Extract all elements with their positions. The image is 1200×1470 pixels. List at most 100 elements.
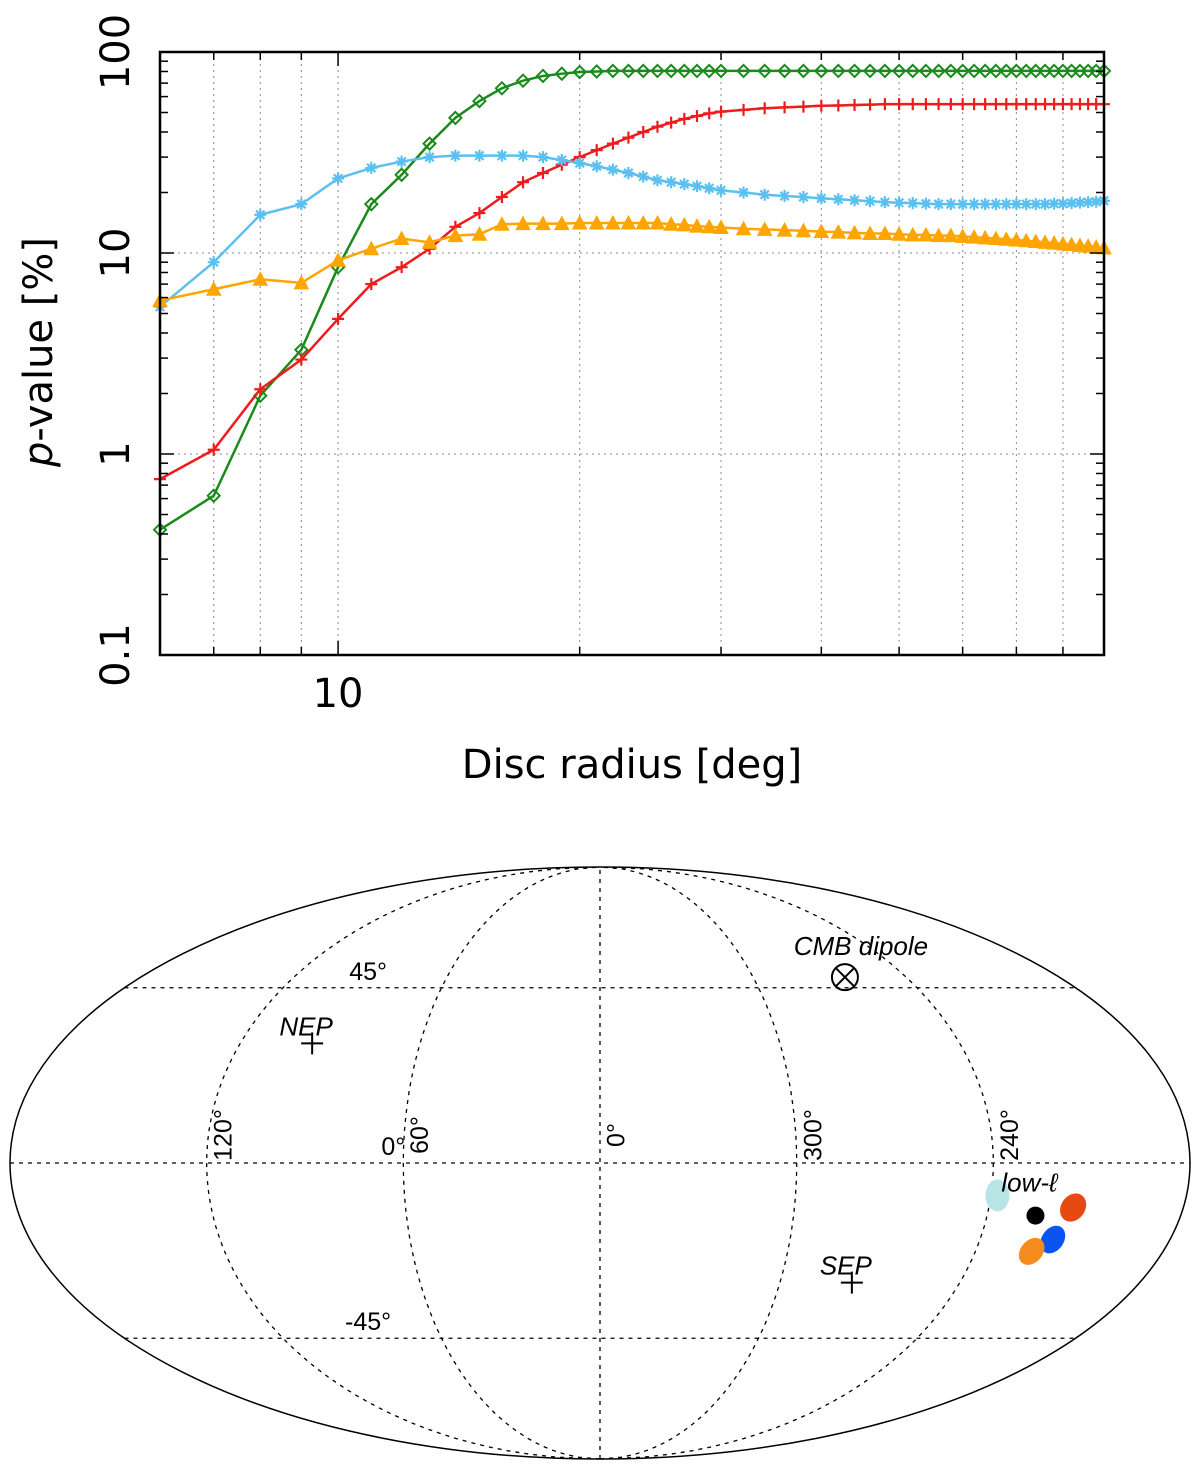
data-point: [832, 99, 845, 112]
data-point: [998, 63, 1014, 79]
data-point: [637, 170, 650, 183]
data-point: [606, 163, 619, 176]
data-point: [989, 98, 1002, 111]
data-point: [605, 214, 621, 230]
data-point: [830, 63, 846, 79]
data-point: [590, 144, 603, 157]
data-point: [365, 278, 378, 291]
data-point: [906, 197, 919, 210]
data-point: [423, 151, 436, 164]
series-layer: [152, 63, 1112, 538]
data-point: [1020, 198, 1033, 211]
data-point: [365, 161, 378, 174]
data-point: [1090, 195, 1103, 208]
data-point: [494, 80, 510, 96]
data-point: [517, 149, 530, 162]
data-point: [663, 216, 679, 231]
data-point: [606, 137, 619, 150]
data-point: [797, 190, 810, 203]
data-point: [906, 98, 919, 111]
map-grid: [10, 866, 1190, 1460]
data-point: [295, 198, 308, 211]
data-point: [815, 99, 828, 112]
nep-marker: [301, 1032, 324, 1055]
data-point: [989, 198, 1002, 211]
map-points: [301, 963, 863, 1294]
pvalue-chart: 0.1 1 10 100 10 Disc radius [deg] p-value [%…: [16, 14, 1112, 788]
region-black: [1026, 1206, 1045, 1225]
nep-label: NEP: [279, 1011, 333, 1041]
data-point: [1048, 197, 1061, 210]
data-point: [713, 219, 729, 234]
data-point: [918, 63, 934, 79]
data-point: [555, 154, 568, 167]
data-point: [988, 230, 1004, 246]
data-point: [954, 228, 971, 243]
data-point: [756, 221, 773, 236]
data-point: [293, 274, 310, 290]
data-point: [701, 218, 718, 234]
data-point: [1008, 231, 1025, 247]
data-point: [776, 222, 793, 237]
data-point: [495, 149, 508, 162]
region-light-blue: [985, 1179, 1010, 1212]
data-point: [815, 192, 828, 205]
data-point: [1029, 198, 1042, 211]
data-point: [471, 93, 487, 109]
data-point: [848, 98, 861, 111]
data-point: [777, 63, 793, 79]
meridian-line: [206, 866, 601, 1460]
data-point: [678, 112, 691, 125]
data-point: [571, 214, 588, 230]
series-green: [152, 63, 1112, 538]
data-point: [848, 194, 861, 207]
data-point: [473, 207, 486, 220]
grid-lines: [160, 51, 1104, 656]
data-point: [943, 63, 959, 79]
x-tick-label: 10: [313, 671, 364, 717]
y-tick-label: 0.1: [93, 623, 139, 687]
data-point: [918, 226, 934, 242]
data-point: [332, 172, 345, 185]
longitude-label: 0°: [603, 1123, 631, 1147]
data-point: [968, 198, 981, 211]
data-point: [422, 136, 437, 152]
data-point: [891, 226, 907, 241]
meridian-line: [402, 866, 601, 1460]
latitude-label: 45°: [349, 958, 387, 986]
series-light-blue: [154, 149, 1110, 313]
data-point: [1082, 196, 1095, 209]
data-point: [893, 98, 906, 111]
data-point: [877, 63, 893, 79]
data-point: [737, 103, 750, 116]
data-point: [689, 63, 705, 79]
data-point: [864, 195, 877, 208]
data-point: [205, 281, 222, 296]
data-point: [254, 383, 267, 396]
data-point: [363, 196, 379, 212]
data-point: [703, 107, 716, 120]
data-point: [393, 230, 410, 246]
data-point: [590, 160, 603, 173]
data-point: [878, 98, 891, 111]
data-point: [715, 184, 728, 197]
data-point: [330, 252, 346, 267]
longitude-label: 240°: [996, 1109, 1024, 1161]
low-l-label: low-ℓ: [1001, 1167, 1059, 1197]
data-point: [206, 488, 222, 504]
data-point: [1027, 233, 1044, 249]
data-point: [862, 225, 878, 241]
data-point: [332, 312, 345, 325]
data-point: [252, 271, 269, 286]
data-point: [663, 63, 679, 79]
data-point: [944, 198, 957, 211]
data-point: [893, 196, 906, 209]
data-point: [1018, 232, 1035, 248]
data-point: [904, 226, 921, 242]
data-point: [813, 223, 830, 238]
data-point: [944, 98, 957, 111]
y-tick-label: 1: [93, 441, 139, 466]
